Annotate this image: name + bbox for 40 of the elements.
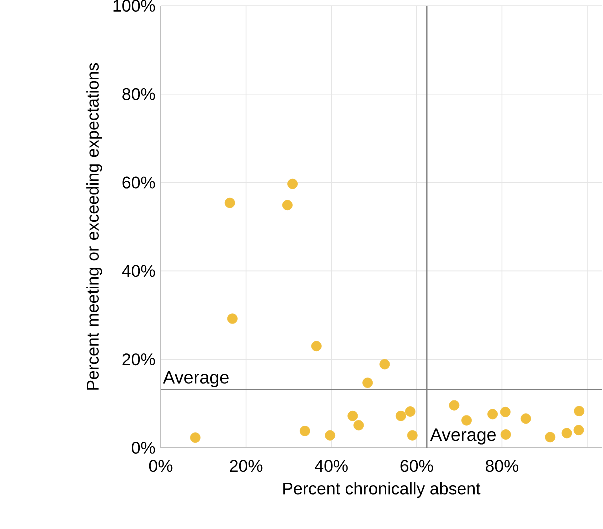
y-tick-label: 80% xyxy=(122,88,156,100)
x-axis-title: Percent chronically absent xyxy=(284,482,481,498)
point xyxy=(325,430,336,441)
y-tick-label: 100% xyxy=(114,0,156,12)
point xyxy=(362,378,374,388)
point xyxy=(500,407,511,418)
point xyxy=(405,406,416,417)
ref-line-label: Average xyxy=(430,428,496,445)
y-tick-label: 60% xyxy=(122,176,156,189)
point xyxy=(449,400,460,411)
point xyxy=(545,432,556,443)
point xyxy=(288,178,298,190)
x-tick-label: 60% xyxy=(400,460,434,472)
point xyxy=(348,410,358,422)
y-tick-label: 0% xyxy=(132,442,156,454)
point xyxy=(380,359,390,370)
point xyxy=(500,430,512,440)
point xyxy=(562,428,572,439)
point xyxy=(282,200,293,211)
point xyxy=(407,430,418,441)
point xyxy=(462,415,472,426)
y-tick-label: 40% xyxy=(122,265,156,278)
point xyxy=(488,409,498,420)
y-axis-title: Percent meeting or exceeding expectations xyxy=(86,63,102,390)
point xyxy=(354,420,364,431)
point xyxy=(311,341,322,352)
point xyxy=(300,426,310,436)
point xyxy=(520,414,532,424)
x-tick-label: 40% xyxy=(315,460,348,472)
point xyxy=(574,406,585,417)
y-tick-label: 20% xyxy=(122,354,156,366)
point xyxy=(224,198,236,208)
point xyxy=(190,432,201,444)
x-tick-label: 20% xyxy=(230,460,263,472)
point xyxy=(396,410,406,422)
x-tick-label: 0% xyxy=(149,460,173,472)
x-tick-label: 80% xyxy=(486,460,519,472)
point xyxy=(574,425,584,436)
point xyxy=(227,314,238,324)
ref-line-label: Average xyxy=(163,371,229,388)
